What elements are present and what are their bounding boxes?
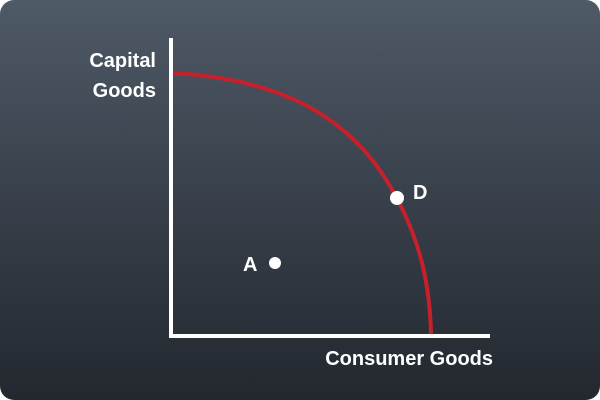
y-axis-label-line1: Capital	[89, 50, 156, 72]
point-a	[269, 257, 281, 269]
point-d	[390, 191, 404, 205]
ppf-curve	[170, 71, 433, 336]
x-axis-label: Consumer Goods	[325, 348, 493, 370]
point-a-label: A	[243, 254, 257, 276]
y-axis-label-line2: Goods	[93, 80, 156, 102]
point-d-label: D	[413, 182, 427, 204]
